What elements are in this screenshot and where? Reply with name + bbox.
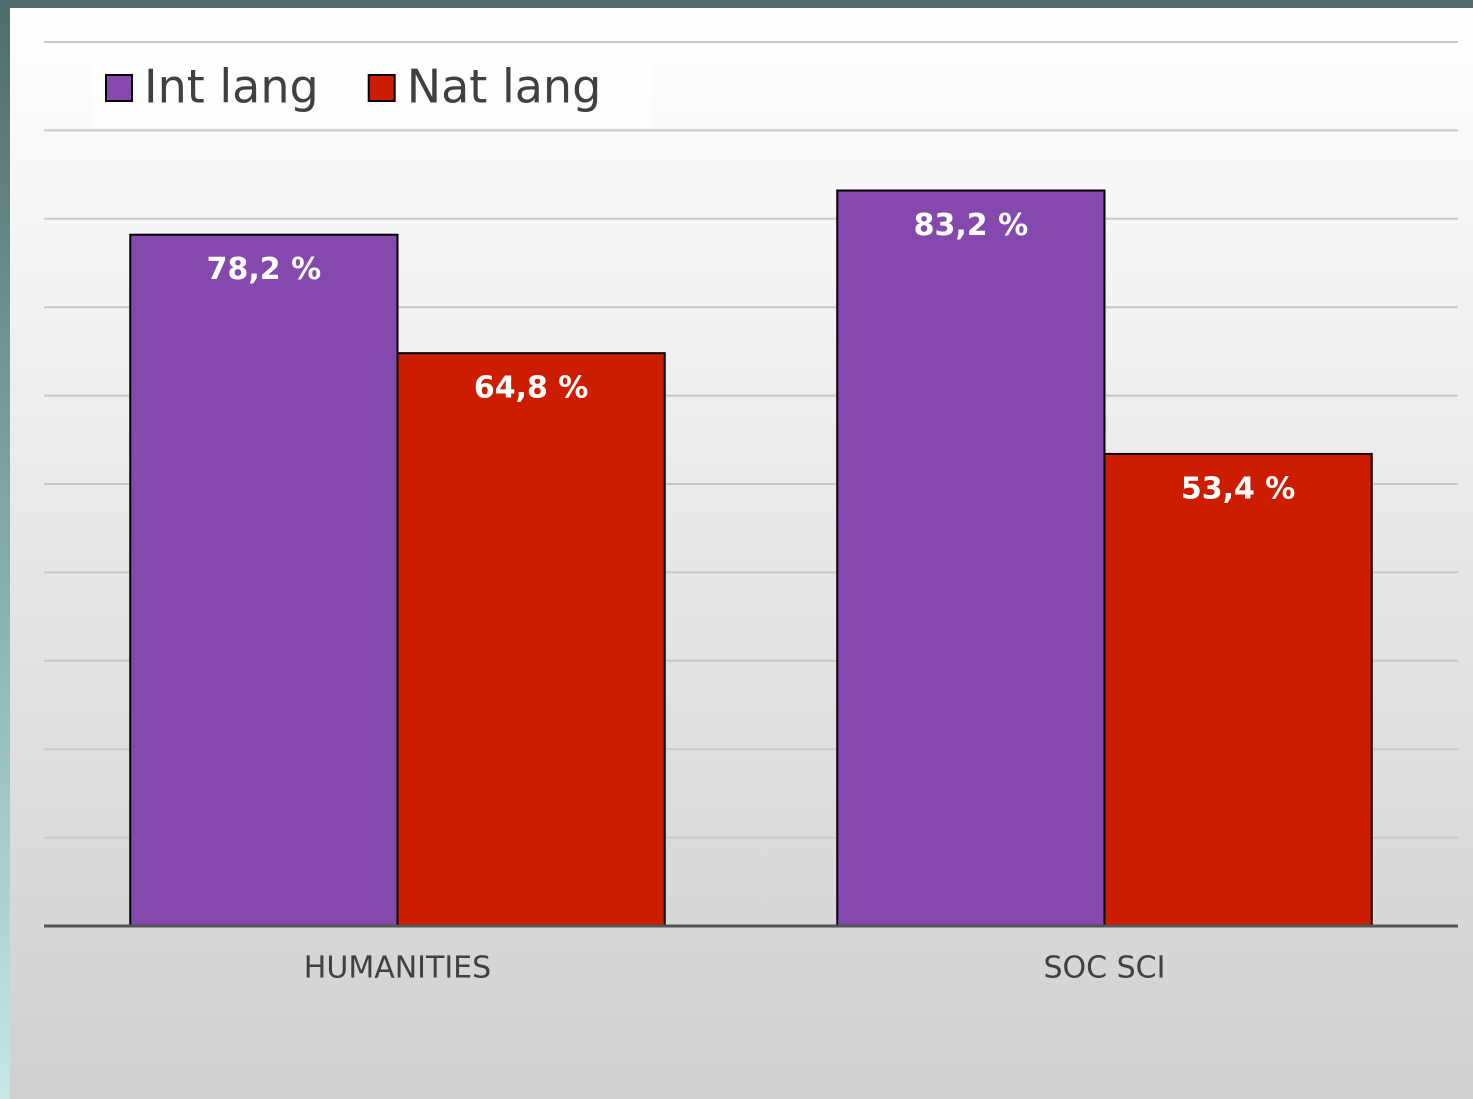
x-tick-label: HUMANITIES xyxy=(304,951,491,986)
bar xyxy=(1103,452,1373,927)
bar xyxy=(836,189,1106,927)
data-label: 83,2 % xyxy=(914,208,1029,243)
bar xyxy=(129,233,399,928)
data-label: 64,8 % xyxy=(474,371,589,406)
legend-swatch xyxy=(367,74,396,102)
bar xyxy=(396,352,666,927)
legend-swatch xyxy=(105,74,133,102)
data-label: 53,4 % xyxy=(1181,471,1296,506)
legend-label: Int lang xyxy=(144,60,319,114)
legend-label: Nat lang xyxy=(407,60,602,114)
data-label: 78,2 % xyxy=(207,252,322,287)
x-tick-label: SOC SCI xyxy=(1044,951,1166,986)
